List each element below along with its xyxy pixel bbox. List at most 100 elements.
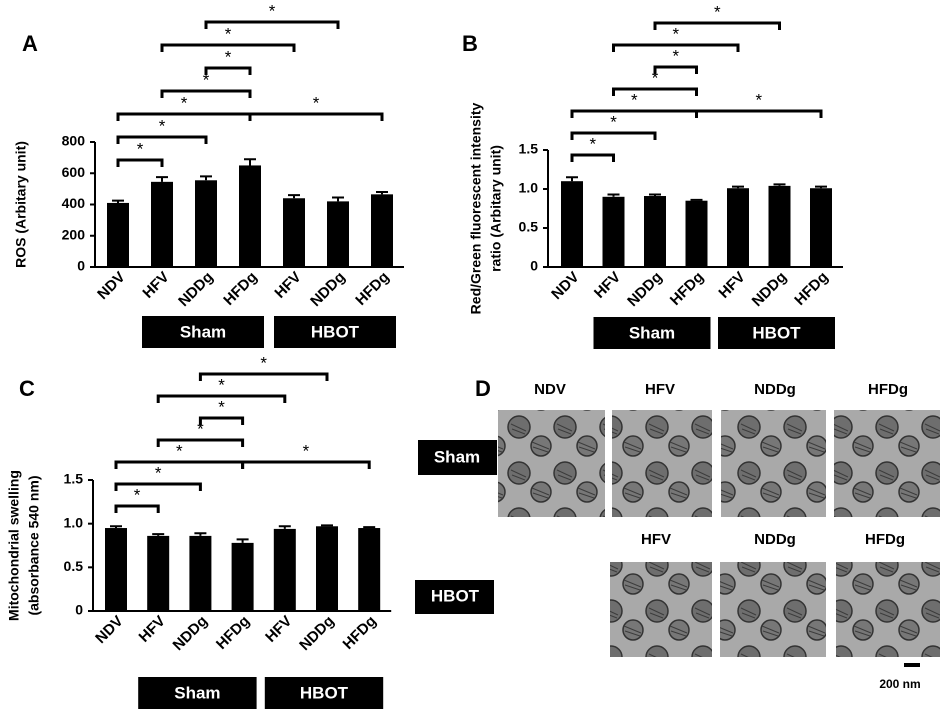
error-bar	[566, 176, 578, 182]
x-tick-label: HFDg	[213, 613, 253, 653]
error-bar	[110, 525, 122, 529]
column-label: HFDg	[865, 531, 905, 548]
significance-bracket	[570, 109, 698, 118]
bar	[105, 528, 127, 611]
panel-label: C	[19, 376, 35, 401]
group-box	[593, 317, 711, 349]
y-tick-label: 0	[77, 258, 85, 274]
x-tick-label: NDV	[548, 269, 582, 303]
y-tick-label: 200	[62, 226, 86, 242]
column-label: NDV	[534, 381, 566, 398]
x-tick-label: HFDg	[340, 613, 380, 653]
group-box	[264, 677, 384, 709]
significance-label: *	[218, 397, 225, 416]
significance-label: *	[137, 139, 144, 158]
x-tick-label: HFDg	[791, 269, 831, 309]
error-bar	[332, 196, 344, 202]
bar	[602, 196, 625, 267]
significance-label: *	[225, 47, 232, 66]
x-tick-label: HFV	[715, 269, 748, 302]
panel-label: B	[462, 31, 478, 56]
significance-label: *	[159, 116, 166, 135]
group-box	[274, 316, 396, 348]
bar	[273, 528, 296, 611]
x-tick-label: NDDg	[749, 269, 790, 310]
error-bar	[278, 525, 291, 529]
row-box	[418, 440, 497, 475]
significance-bracket	[116, 158, 164, 167]
error-bar	[112, 199, 124, 203]
error-bar	[156, 176, 168, 182]
x-tick-label: HFDg	[667, 269, 707, 309]
micrograph	[720, 562, 826, 657]
error-bar	[152, 533, 165, 536]
bar	[107, 202, 129, 267]
error-bar	[649, 193, 661, 197]
bar	[561, 181, 583, 267]
bar	[685, 200, 708, 267]
bar	[151, 181, 173, 267]
significance-bracket	[695, 109, 823, 118]
column-label: NDDg	[754, 531, 796, 548]
x-tick-label: NDV	[92, 613, 126, 647]
y-tick-label: 0	[530, 258, 538, 274]
bar	[195, 180, 217, 267]
significance-bracket	[114, 482, 202, 491]
significance-label: *	[755, 90, 762, 109]
error-bar	[607, 193, 620, 197]
scale-label: 200 nm	[879, 677, 920, 691]
significance-label: *	[155, 463, 162, 482]
y-axis-title: ratio (Arbitary unit)	[488, 145, 504, 272]
y-tick-label: 600	[62, 164, 86, 180]
significance-bracket	[653, 65, 698, 74]
bar	[327, 201, 349, 267]
group-box	[142, 316, 264, 348]
x-tick-label: HFV	[271, 269, 304, 302]
bar	[283, 198, 305, 267]
x-tick-label: HFV	[591, 269, 624, 302]
scale-bar	[904, 663, 920, 667]
group-label: Sham	[629, 323, 675, 342]
y-axis-title: Red/Green fluorescent intensity	[468, 102, 484, 314]
significance-label: *	[134, 485, 141, 504]
significance-bracket	[116, 135, 208, 144]
significance-bracket	[116, 112, 252, 121]
significance-bracket	[114, 504, 160, 513]
group-box	[718, 317, 835, 349]
group-label: HBOT	[300, 683, 349, 702]
bar	[231, 542, 254, 611]
x-tick-label: NDDg	[175, 269, 216, 310]
error-bar	[321, 524, 333, 527]
significance-bracket	[612, 87, 698, 96]
x-tick-label: NDDg	[624, 269, 665, 310]
y-tick-label: 400	[62, 195, 86, 211]
error-bar	[236, 538, 249, 543]
significance-bracket	[160, 89, 252, 98]
significance-label: *	[303, 441, 310, 460]
significance-label: *	[197, 419, 204, 438]
x-tick-label: HFV	[262, 613, 295, 646]
group-box	[138, 677, 257, 709]
significance-label: *	[269, 1, 276, 20]
significance-label: *	[260, 353, 267, 372]
group-label: HBOT	[311, 322, 360, 341]
x-tick-label: NDV	[94, 269, 128, 303]
error-bar	[244, 158, 256, 166]
significance-bracket	[241, 460, 371, 469]
significance-label: *	[176, 441, 183, 460]
y-axis-title: (absorbance 540 nm)	[26, 475, 42, 615]
column-label: NDDg	[754, 381, 796, 398]
group-label: Sham	[180, 322, 226, 341]
significance-bracket	[653, 21, 781, 30]
significance-bracket	[160, 43, 296, 52]
significance-bracket	[570, 131, 657, 140]
bar	[644, 196, 666, 267]
significance-label: *	[181, 93, 188, 112]
row-box	[415, 580, 494, 614]
y-tick-label: 0.5	[519, 219, 539, 235]
significance-bracket	[156, 394, 287, 403]
significance-label: *	[203, 70, 210, 89]
micrograph	[834, 410, 940, 517]
bar	[147, 535, 170, 611]
x-tick-label: NDDg	[296, 613, 337, 654]
